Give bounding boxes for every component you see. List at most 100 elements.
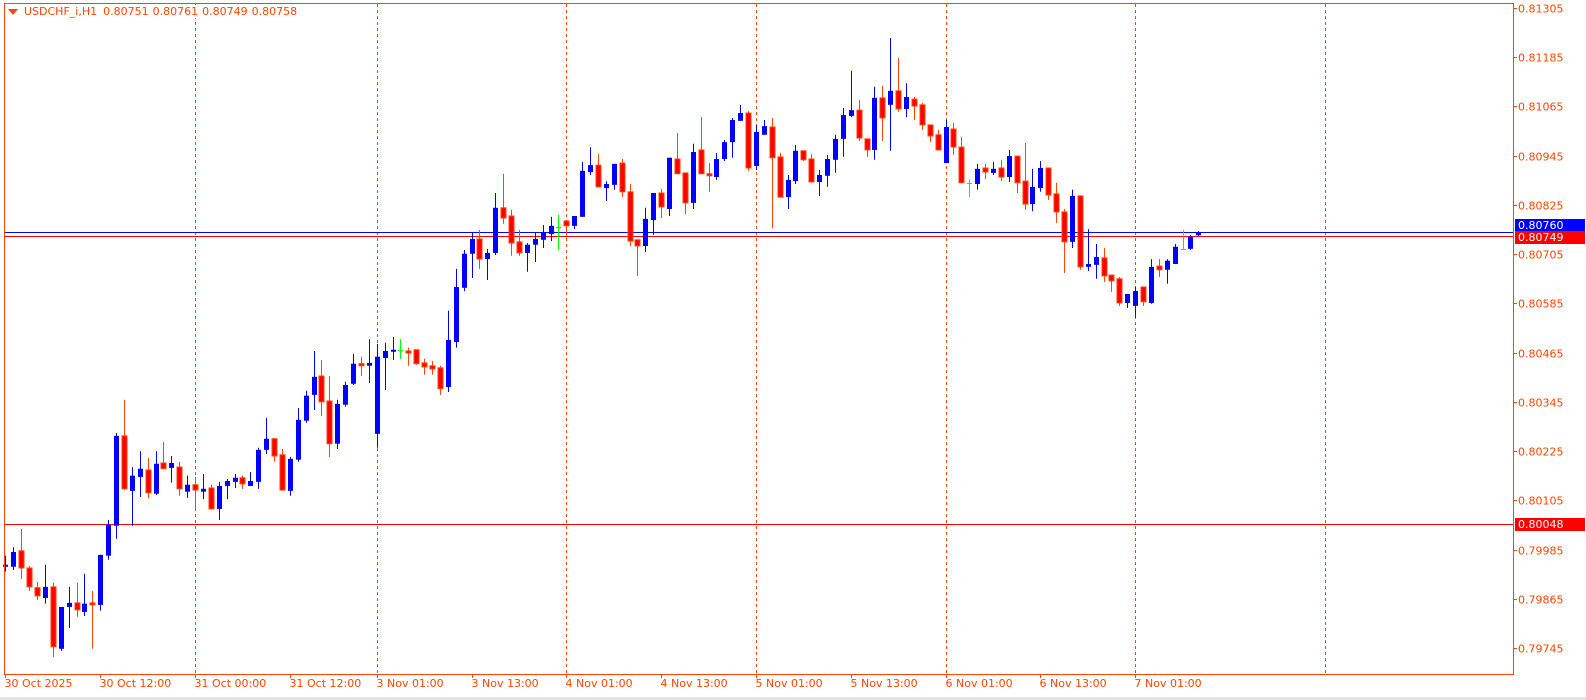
candle-body [864,138,871,151]
candle-body [911,98,918,107]
candle [1165,259,1170,284]
candle [145,458,152,498]
candle [927,124,934,143]
candle [1045,167,1052,200]
candle-body [1108,274,1115,282]
candle-body [658,192,665,208]
candle [1022,142,1029,210]
candle [130,467,135,526]
candle [89,590,96,649]
candle-body [549,225,554,235]
time-axis[interactable]: 30 Oct 2025 30 Oct 12:00 31 Oct 00:00 31 Oc… [5,674,1202,690]
candle [18,529,25,580]
candle [533,231,538,262]
candle [248,471,253,486]
candles [3,37,1201,658]
chart-frame [4,3,1514,675]
candle-body [50,586,57,648]
candle-body [856,109,863,139]
candle-body [176,466,183,490]
price-tick-label: 0.79865 [1518,594,1564,607]
candle-body [817,174,822,182]
candle-body [405,350,412,354]
candle [1173,243,1178,264]
price-tick-label: 0.80825 [1518,200,1564,213]
candle-body [1070,195,1075,242]
candle [1053,182,1060,223]
candle-body [651,193,656,221]
candle-body [470,238,475,254]
candle-body [1014,155,1021,184]
candle [98,554,103,611]
candle-body [849,110,854,116]
candle-body [130,475,135,491]
candle-body [429,365,436,370]
candle [872,86,877,160]
triangle-down-icon[interactable] [8,8,18,15]
bid-price-label-bg [1515,231,1585,244]
ask-price-label: 0.80760 [1518,219,1564,232]
candle-body [1125,293,1130,303]
price-axis[interactable]: 0.81305 0.81185 0.81065 0.80945 0.80825 0.807… [1513,3,1564,656]
candle-body [169,462,174,468]
candle [375,343,380,448]
candle-body [1077,195,1084,268]
candle [1070,189,1075,248]
candle-body [256,449,261,482]
candle [595,154,602,188]
candle [470,232,475,278]
price-lines [5,232,1513,525]
candle [563,220,570,237]
time-tick-label: 6 Nov 01:00 [946,677,1013,690]
candle [462,250,467,292]
candle [833,134,838,173]
candle-body [437,367,444,390]
candle [446,310,451,392]
candle-body [421,362,428,368]
candle [1038,161,1043,192]
candle-body [1133,291,1138,306]
candle [500,173,507,224]
candle [516,229,523,256]
candle [525,243,530,272]
candle [217,481,222,520]
candle-body [825,158,830,176]
candle [856,99,863,141]
candle-body [367,362,372,366]
time-tick-label: 7 Nov 01:00 [1135,677,1202,690]
candle-body [1149,266,1154,303]
candle [192,476,199,510]
candle [769,117,776,228]
candle [825,154,830,187]
candle-body [595,164,602,188]
candle-body [264,438,269,450]
candle-body [1196,232,1201,236]
candle [405,347,412,366]
candle [849,70,854,118]
candle [1149,259,1154,304]
candle-body [1101,257,1108,277]
candle-body [383,350,388,358]
candle-body [271,438,278,457]
candle-body [667,157,672,210]
candle [201,474,206,500]
candle [74,582,81,617]
candle [50,582,57,658]
candle [312,350,317,411]
candle [800,150,807,162]
candle [667,157,672,216]
price-tick-label: 0.80945 [1518,151,1564,164]
candle-body [121,435,128,490]
candle [326,375,333,457]
candle [911,97,918,120]
candle-body [82,603,87,612]
candle [904,83,909,118]
candle [367,339,372,383]
candle [176,461,183,496]
candle-body [872,97,877,150]
candle-body [1165,260,1170,270]
candle [343,381,348,407]
candle-body [343,385,348,405]
